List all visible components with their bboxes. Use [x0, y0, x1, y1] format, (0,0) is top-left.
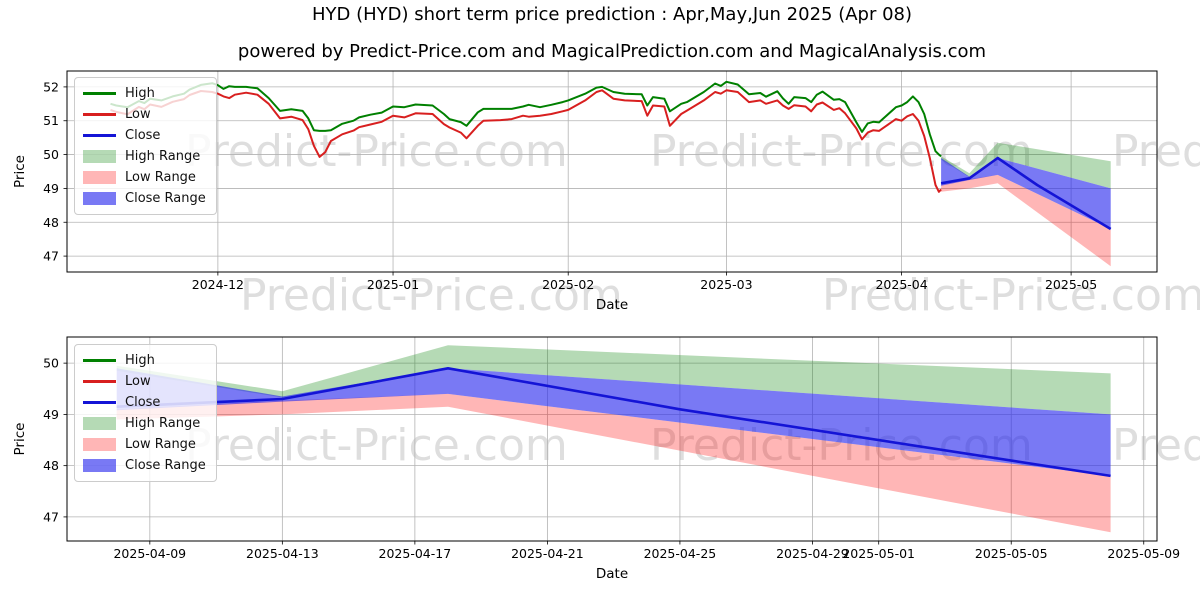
x-axis-label: Date [596, 566, 628, 582]
legend-line-swatch [83, 401, 116, 404]
legend-item-low-range: Low Range [83, 435, 206, 454]
legend-item-close-range: Close Range [83, 456, 206, 475]
x-tick-label: 2025-04 [875, 277, 927, 292]
axes-frame [66, 336, 1158, 542]
legend-item-label: Low [125, 107, 151, 122]
y-tick-label: 48 [43, 458, 59, 473]
watermark-text: Predict-Price.com [822, 270, 1200, 321]
y-tick-label: 50 [43, 356, 59, 371]
legend-item-label: Low Range [125, 437, 196, 452]
watermark-text: Predict-Price.com [185, 420, 568, 471]
low-range-band [941, 174, 1111, 267]
legend-item-close: Close [83, 393, 206, 412]
y-tick-label: 52 [43, 79, 59, 94]
legend-patch-swatch [83, 171, 116, 184]
high-range-band [116, 345, 1111, 415]
x-tick-label: 2025-02 [542, 277, 594, 292]
y-axis-label: Price [12, 155, 28, 188]
legend-item-close: Close [83, 126, 206, 145]
legend-item-label: Close Range [125, 458, 206, 473]
watermark-text: Predict-Price.com [1112, 420, 1200, 471]
legend-item-low-range: Low Range [83, 168, 206, 187]
x-tick-label: 2025-04-13 [246, 546, 319, 561]
x-axis-label: Date [596, 297, 628, 313]
watermark-text: Predict-Price.com [240, 270, 623, 321]
close-line [940, 156, 1112, 231]
x-tick-label: 2025-01 [367, 277, 419, 292]
y-tick-label: 48 [43, 215, 59, 230]
x-tick-label: 2025-04-25 [644, 546, 717, 561]
legend-item-label: High Range [125, 149, 201, 164]
legend-top-chart: High Low Close High Range Low Range Close Ran… [74, 77, 217, 215]
legend-patch-swatch [83, 192, 116, 205]
legend-item-label: Close [125, 128, 161, 143]
x-tick-label: 2025-04-09 [113, 546, 186, 561]
y-axis-label: Price [12, 423, 28, 456]
legend-item-label: Close [125, 395, 161, 410]
x-tick-label: 2024-12 [192, 277, 244, 292]
x-tick-label: 2025-05-01 [842, 546, 915, 561]
watermark-text: Predict-Price.com [650, 126, 1033, 177]
chart-subtitle: powered by Predict-Price.com and Magical… [237, 41, 987, 62]
legend-item-label: Low [125, 374, 151, 389]
high-line [110, 80, 942, 158]
close-line [116, 366, 1111, 478]
y-tick-label: 49 [43, 407, 59, 422]
legend-item-low: Low [83, 105, 206, 124]
legend-item-low: Low [83, 372, 206, 391]
x-tick-label: 2025-04-29 [776, 546, 849, 561]
legend-item-label: High [125, 86, 155, 101]
legend-item-label: Close Range [125, 191, 206, 206]
y-tick-label: 51 [43, 113, 59, 128]
watermark-text: Predict-Price.com [185, 126, 568, 177]
legend-item-label: High [125, 353, 155, 368]
legend-item-label: Low Range [125, 170, 196, 185]
legend-patch-swatch [83, 459, 116, 472]
y-tick-label: 50 [43, 147, 59, 162]
legend-item-high: High [83, 84, 206, 103]
legend-item-label: High Range [125, 416, 201, 431]
legend-line-swatch [83, 113, 116, 116]
legend-item-high-range: High Range [83, 414, 206, 433]
y-tick-label: 49 [43, 181, 59, 196]
legend-line-swatch [83, 134, 116, 137]
watermark-text: Predict-Price.com [1112, 126, 1200, 177]
legend-line-swatch [83, 92, 116, 95]
x-tick-label: 2025-03 [700, 277, 752, 292]
legend-line-swatch [83, 380, 116, 383]
x-tick-label: 2025-04-17 [379, 546, 452, 561]
x-tick-label: 2025-05 [1045, 277, 1097, 292]
legend-patch-swatch [83, 438, 116, 451]
x-tick-label: 2025-04-21 [511, 546, 584, 561]
y-tick-label: 47 [43, 249, 59, 264]
low-line [110, 89, 942, 193]
legend-patch-swatch [83, 150, 116, 163]
legend-line-swatch [83, 359, 116, 362]
legend-patch-swatch [83, 417, 116, 430]
close-range-band [941, 158, 1111, 229]
chart-title: HYD (HYD) short term price prediction : … [311, 4, 913, 25]
close-range-band [116, 368, 1111, 476]
high-range-band [941, 142, 1111, 189]
legend-item-close-range: Close Range [83, 189, 206, 208]
legend-item-high-range: High Range [83, 147, 206, 166]
y-tick-label: 47 [43, 509, 59, 524]
x-tick-label: 2025-05-05 [975, 546, 1048, 561]
legend-item-high: High [83, 351, 206, 370]
legend-bottom-chart: High Low Close High Range Low Range Close Ran… [74, 344, 217, 482]
axes-frame [66, 70, 1158, 273]
x-tick-label: 2025-05-09 [1107, 546, 1180, 561]
